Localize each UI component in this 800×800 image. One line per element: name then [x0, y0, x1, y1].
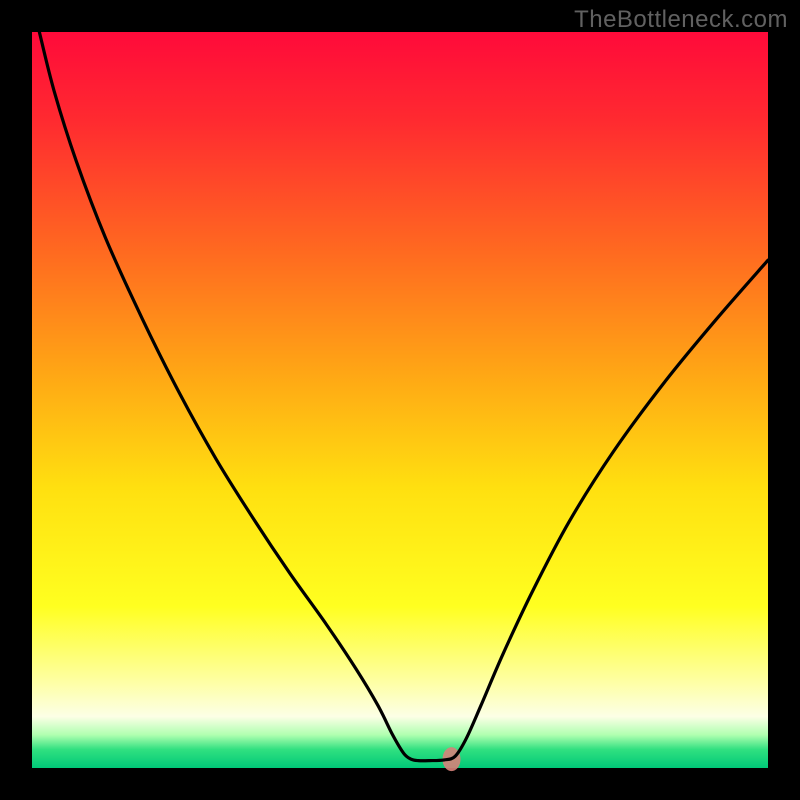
watermark-text: TheBottleneck.com: [574, 6, 788, 34]
plot-background: [32, 32, 768, 768]
bottleneck-chart: [0, 0, 800, 800]
